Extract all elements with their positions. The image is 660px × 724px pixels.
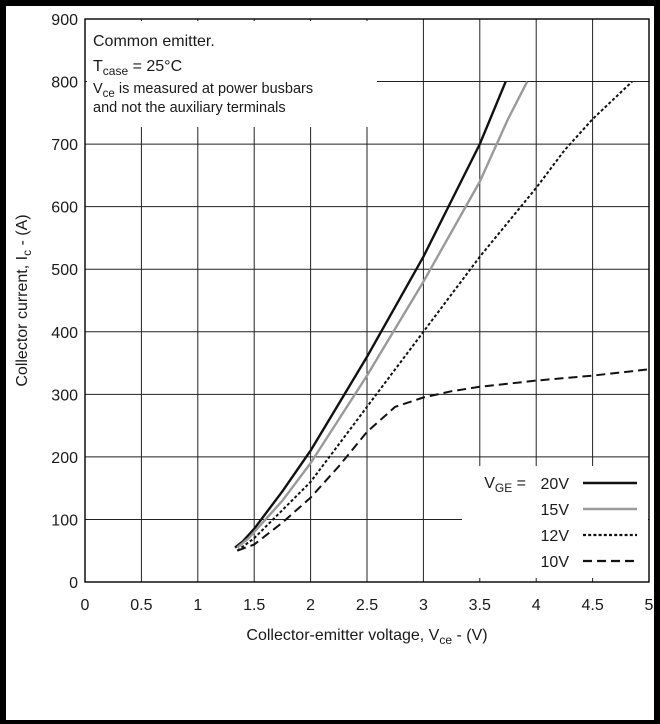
x-tick-label: 4 xyxy=(532,597,541,614)
x-tick-label: 3.5 xyxy=(469,597,491,614)
legend-title: VGE = xyxy=(484,475,526,495)
x-tick-label: 2.5 xyxy=(356,597,378,614)
legend-background xyxy=(462,466,648,578)
plot-border xyxy=(84,18,650,583)
y-axis-label: Collector current, Ic - (A) xyxy=(14,214,34,386)
annotation-line-1: Common emitter. xyxy=(93,33,215,50)
y-tick-label: 200 xyxy=(51,450,78,467)
x-tick-label: 0 xyxy=(81,597,90,614)
legend-label-20v: 20V xyxy=(541,476,570,493)
x-tick-label: 4.5 xyxy=(581,597,603,614)
annotation-line-4: and not the auxiliary terminals xyxy=(93,100,286,116)
x-tick-label: 5 xyxy=(645,597,654,614)
x-tick-label: 2 xyxy=(306,597,315,614)
series-line-15v xyxy=(236,81,529,549)
y-tick-label: 600 xyxy=(51,200,78,217)
y-tick-label: 500 xyxy=(51,262,78,279)
series-line-10v xyxy=(236,368,650,552)
y-tick-label: 800 xyxy=(51,75,78,92)
annotation-background xyxy=(87,21,377,127)
x-tick-label: 1.5 xyxy=(243,597,265,614)
series-line-12v xyxy=(236,80,633,552)
legend-label-10v: 10V xyxy=(541,554,570,571)
legend-label-15v: 15V xyxy=(541,502,570,519)
x-tick-label: 0.5 xyxy=(130,597,152,614)
legend-label-12v: 12V xyxy=(541,528,570,545)
y-tick-label: 300 xyxy=(51,387,78,404)
y-tick-label: 100 xyxy=(51,512,78,529)
y-tick-label: 400 xyxy=(51,325,78,342)
series-curves xyxy=(234,80,650,552)
annotation-line-2: Tcase = 25°C xyxy=(93,58,182,78)
x-axis-label: Collector-emitter voltage, Vce - (V) xyxy=(246,627,487,647)
x-tick-labels: 0 0.5 1 1.5 2 2.5 3 3.5 4 4.5 5 xyxy=(81,597,654,614)
annotation-line-3: Vce is measured at power busbars xyxy=(93,81,313,100)
y-tick-label: 0 xyxy=(69,575,78,592)
y-tick-label: 700 xyxy=(51,137,78,154)
y-tick-labels: 0 100 200 300 400 500 600 700 800 900 xyxy=(51,12,78,592)
x-tick-label: 3 xyxy=(419,597,428,614)
x-tick-label: 1 xyxy=(193,597,202,614)
series-line-20v xyxy=(234,81,507,549)
y-tick-label: 900 xyxy=(51,12,78,29)
annotation: Common emitter. Tcase = 25°C Vce is meas… xyxy=(93,33,313,116)
legend: VGE = 20V 15V 12V 10V xyxy=(484,475,637,571)
